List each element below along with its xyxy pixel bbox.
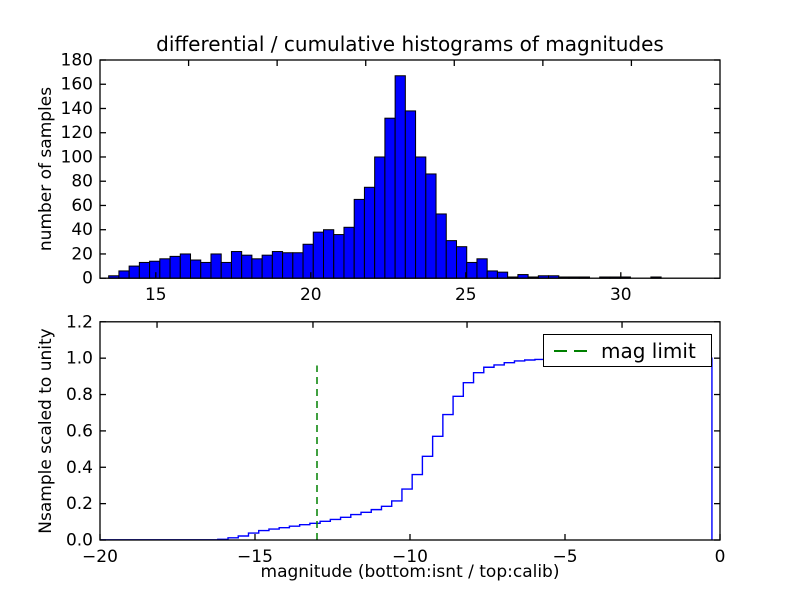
y-axis-label-bottom: Nsample scaled to unity	[36, 328, 56, 534]
y-tick-label: 140	[61, 99, 93, 119]
axes-frame	[99, 59, 721, 279]
histogram-bar	[179, 253, 192, 279]
x-tick-label: 20	[300, 285, 322, 305]
legend-dash-icon	[554, 349, 567, 352]
y-tick-label: 20	[71, 244, 93, 264]
histogram-bar	[282, 252, 294, 279]
y-axis-label-top: number of samples	[36, 86, 56, 252]
x-tick-label: 0	[715, 547, 726, 567]
tick-labels: 15 20 25 30 0 20 40 60 80 100 120 140 160 180	[61, 51, 632, 306]
histogram-bar	[374, 156, 386, 279]
histogram-bar	[486, 270, 498, 279]
histogram-bar	[128, 265, 140, 279]
histogram-bar	[210, 253, 222, 279]
histogram-bar	[312, 231, 325, 279]
histogram-bar	[394, 75, 406, 279]
x-tick-label: −5	[552, 547, 577, 567]
histogram-bar	[200, 261, 212, 279]
histogram-bar	[138, 261, 151, 279]
histogram-bar	[323, 229, 335, 279]
x-tick-label: −20	[82, 547, 118, 567]
chart-title: differential / cumulative histograms of …	[156, 32, 664, 56]
y-tick-label: 0.2	[66, 494, 93, 514]
legend: mag limit	[543, 334, 712, 367]
y-tick-label: 160	[61, 75, 93, 95]
x-tick-label: 30	[610, 285, 632, 305]
histogram-bar	[476, 258, 488, 279]
histogram-bar	[220, 261, 232, 279]
histogram-bar	[241, 254, 253, 279]
x-tick-label: −10	[392, 547, 428, 567]
histogram-bar	[353, 198, 365, 279]
y-tick-label: 0.4	[66, 458, 93, 478]
y-tick-label: 1.2	[66, 312, 93, 332]
axis-ticks	[100, 59, 720, 279]
histogram-bar	[302, 243, 314, 279]
histogram-bar	[435, 213, 447, 279]
histogram-bar	[292, 252, 304, 279]
histogram-bar	[466, 261, 478, 279]
histogram-bar	[169, 255, 181, 279]
y-tick-label: 0	[82, 269, 93, 289]
histogram-bar	[425, 173, 437, 279]
y-tick-label: 80	[71, 172, 93, 192]
histogram-bar	[251, 258, 263, 279]
y-tick-label: 100	[61, 147, 93, 167]
histogram-bar	[384, 117, 396, 279]
y-tick-label: 60	[71, 196, 93, 216]
histogram-bar	[445, 240, 457, 279]
histogram-bar	[271, 251, 284, 279]
y-tick-label: 1.0	[66, 349, 93, 369]
y-tick-label: 180	[61, 51, 93, 71]
histogram-bar	[118, 270, 130, 279]
tick-labels: −20 −15 −10 −5 0 0.0 0.2 0.4 0.6 0.8 1.0 1.2	[66, 312, 725, 567]
histogram-bar	[149, 260, 161, 279]
x-tick-label: 15	[145, 285, 167, 305]
histogram-bar	[261, 254, 273, 279]
histogram-bar	[190, 259, 202, 279]
y-tick-label: 0.6	[66, 421, 93, 441]
histogram-bar	[415, 156, 427, 279]
y-tick-label: 0.0	[66, 531, 93, 551]
histogram-bar	[333, 234, 345, 279]
histogram-bar	[404, 110, 417, 279]
histogram-bar	[230, 251, 243, 279]
y-tick-label: 40	[71, 220, 93, 240]
y-tick-label: 120	[61, 123, 93, 143]
histogram-bar	[363, 186, 376, 279]
histogram-bar	[343, 226, 355, 279]
legend-label: mag limit	[601, 338, 696, 363]
legend-dash-icon	[574, 349, 587, 352]
y-tick-label: 0.8	[66, 385, 93, 405]
histogram-bar	[496, 271, 509, 279]
histogram-bar	[159, 258, 171, 279]
axis-ticks	[99, 321, 721, 541]
x-tick-label: −15	[237, 547, 273, 567]
panel-top: 15 20 25 30 0 20 40 60 80 100 120 140 160 180	[61, 51, 721, 306]
x-tick-label: 25	[455, 285, 477, 305]
x-axis-label: magnitude (bottom:isnt / top:calib)	[260, 562, 560, 582]
